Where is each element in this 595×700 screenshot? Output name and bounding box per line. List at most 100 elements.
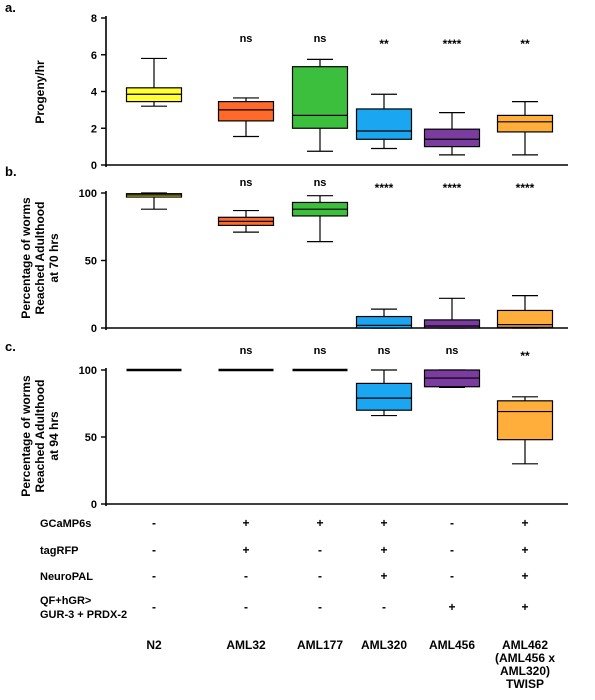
y-axis-label-line: Percentage of worms xyxy=(19,197,33,319)
y-tick-label: 0 xyxy=(91,160,97,172)
panel-label: b. xyxy=(5,164,17,179)
strain-label: AML320 xyxy=(361,638,407,652)
y-axis-label-line: Progeny/hr xyxy=(33,60,47,124)
y-axis-label-line: at 70 hrs xyxy=(47,233,61,283)
genotype-row-label-line: QF+hGR> xyxy=(40,595,91,607)
panel-label: a. xyxy=(5,0,16,15)
box-iqr xyxy=(217,101,275,122)
strain-label-line: (AML456 x xyxy=(495,651,555,665)
box-AML320 xyxy=(355,93,413,150)
strain-label-line: N2 xyxy=(146,638,162,652)
box-AML462 xyxy=(496,396,554,465)
significance-label: **** xyxy=(443,37,462,51)
significance-label: ** xyxy=(520,349,530,363)
y-tick-label: 50 xyxy=(85,256,97,268)
significance-label: ns xyxy=(240,345,253,357)
genotype-value: - xyxy=(152,543,156,557)
strain-label: N2 xyxy=(146,638,162,652)
y-tick-label: 6 xyxy=(91,50,97,62)
strain-label-line: AML32 xyxy=(226,638,266,652)
y-tick-label: 4 xyxy=(91,87,98,99)
box-N2 xyxy=(125,192,183,210)
y-axis-label-line: Reached Adulthood xyxy=(33,202,47,315)
genotype-value: - xyxy=(450,543,454,557)
genotype-row-label: GCaMP6s xyxy=(40,518,91,530)
genotype-table: GCaMP6s - + + + - +tagRFP - + - + - +NeuroPAL - - - + - +Q… xyxy=(40,516,555,691)
significance-label: ** xyxy=(379,37,389,51)
y-axis-label-line: at 94 hrs xyxy=(47,411,61,461)
genotype-row: NeuroPAL - - - + - + xyxy=(40,569,529,583)
genotype-value: + xyxy=(316,516,323,530)
genotype-value: - xyxy=(318,569,322,583)
genotype-row: GCaMP6s - + + + - + xyxy=(40,516,529,530)
box-AML456 xyxy=(423,369,481,389)
genotype-value: - xyxy=(152,600,156,614)
box-AML456 xyxy=(423,112,481,156)
genotype-row-label: QF+hGR> GUR-3 + PRDX-2 xyxy=(40,595,127,621)
y-tick-label: 8 xyxy=(91,13,97,25)
significance-label: ns xyxy=(240,177,253,189)
box-AML320 xyxy=(355,369,413,417)
significance-label: ns xyxy=(240,33,253,45)
genotype-row-label: tagRFP xyxy=(40,545,79,557)
genotype-value: + xyxy=(521,516,528,530)
genotype-row-label: NeuroPAL xyxy=(40,571,93,583)
genotype-value: + xyxy=(521,543,528,557)
strain-label: AML177 xyxy=(297,638,343,652)
genotype-value: - xyxy=(318,600,322,614)
y-axis-label: Percentage of wormsReached Adulthoodat 9… xyxy=(19,375,61,497)
y-tick-label: 50 xyxy=(85,432,97,444)
panel-2: b. Percentage of wormsReached Adulthoodat… xyxy=(5,164,568,335)
genotype-value: - xyxy=(450,516,454,530)
box-AML177 xyxy=(291,195,349,243)
box-iqr xyxy=(423,319,481,329)
strain-label: AML456 xyxy=(429,638,475,652)
y-axis-label: Percentage of wormsReached Adulthoodat 7… xyxy=(19,197,61,319)
y-tick-label: 100 xyxy=(79,365,97,377)
genotype-value: + xyxy=(521,569,528,583)
genotype-value: + xyxy=(380,569,387,583)
strain-label-line: TWISP xyxy=(506,677,544,691)
y-axis-label-line: Reached Adulthood xyxy=(33,380,47,493)
genotype-value: - xyxy=(244,600,248,614)
significance-label: ns xyxy=(314,345,327,357)
genotype-value: + xyxy=(242,543,249,557)
significance-label: ns xyxy=(314,33,327,45)
significance-label: ns xyxy=(378,345,391,357)
panel-3: c. Percentage of wormsReached Adulthoodat… xyxy=(5,339,568,511)
box-iqr xyxy=(496,114,554,133)
box-AML32 xyxy=(217,97,275,138)
box-iqr xyxy=(496,309,554,328)
box-AML320 xyxy=(355,308,413,329)
genotype-value: + xyxy=(521,600,528,614)
box-iqr xyxy=(355,108,413,140)
y-tick-label: 100 xyxy=(79,188,97,200)
significance-label: ** xyxy=(520,37,530,51)
genotype-value: + xyxy=(380,516,387,530)
box-AML462 xyxy=(496,101,554,156)
genotype-value: + xyxy=(242,516,249,530)
strain-label-line: AML320) xyxy=(500,664,550,678)
strain-label: AML32 xyxy=(226,638,266,652)
box-iqr xyxy=(423,128,481,148)
y-tick-label: 0 xyxy=(91,323,97,335)
genotype-value: - xyxy=(244,569,248,583)
genotype-row: QF+hGR> GUR-3 + PRDX-2 - - - - + + xyxy=(40,595,529,621)
significance-label: **** xyxy=(443,181,462,195)
genotype-row-label-line: GCaMP6s xyxy=(40,518,91,530)
genotype-value: - xyxy=(382,600,386,614)
genotype-value: - xyxy=(318,543,322,557)
genotype-value: - xyxy=(152,516,156,530)
y-axis-label-line: Percentage of worms xyxy=(19,375,33,497)
genotype-value: + xyxy=(448,600,455,614)
y-tick-label: 0 xyxy=(91,499,97,511)
y-axis-label: Progeny/hr xyxy=(33,60,47,124)
genotype-value: - xyxy=(152,569,156,583)
box-AML462 xyxy=(496,295,554,329)
box-iqr xyxy=(355,315,413,329)
box-AML177 xyxy=(291,58,349,152)
panel-label: c. xyxy=(5,339,16,354)
